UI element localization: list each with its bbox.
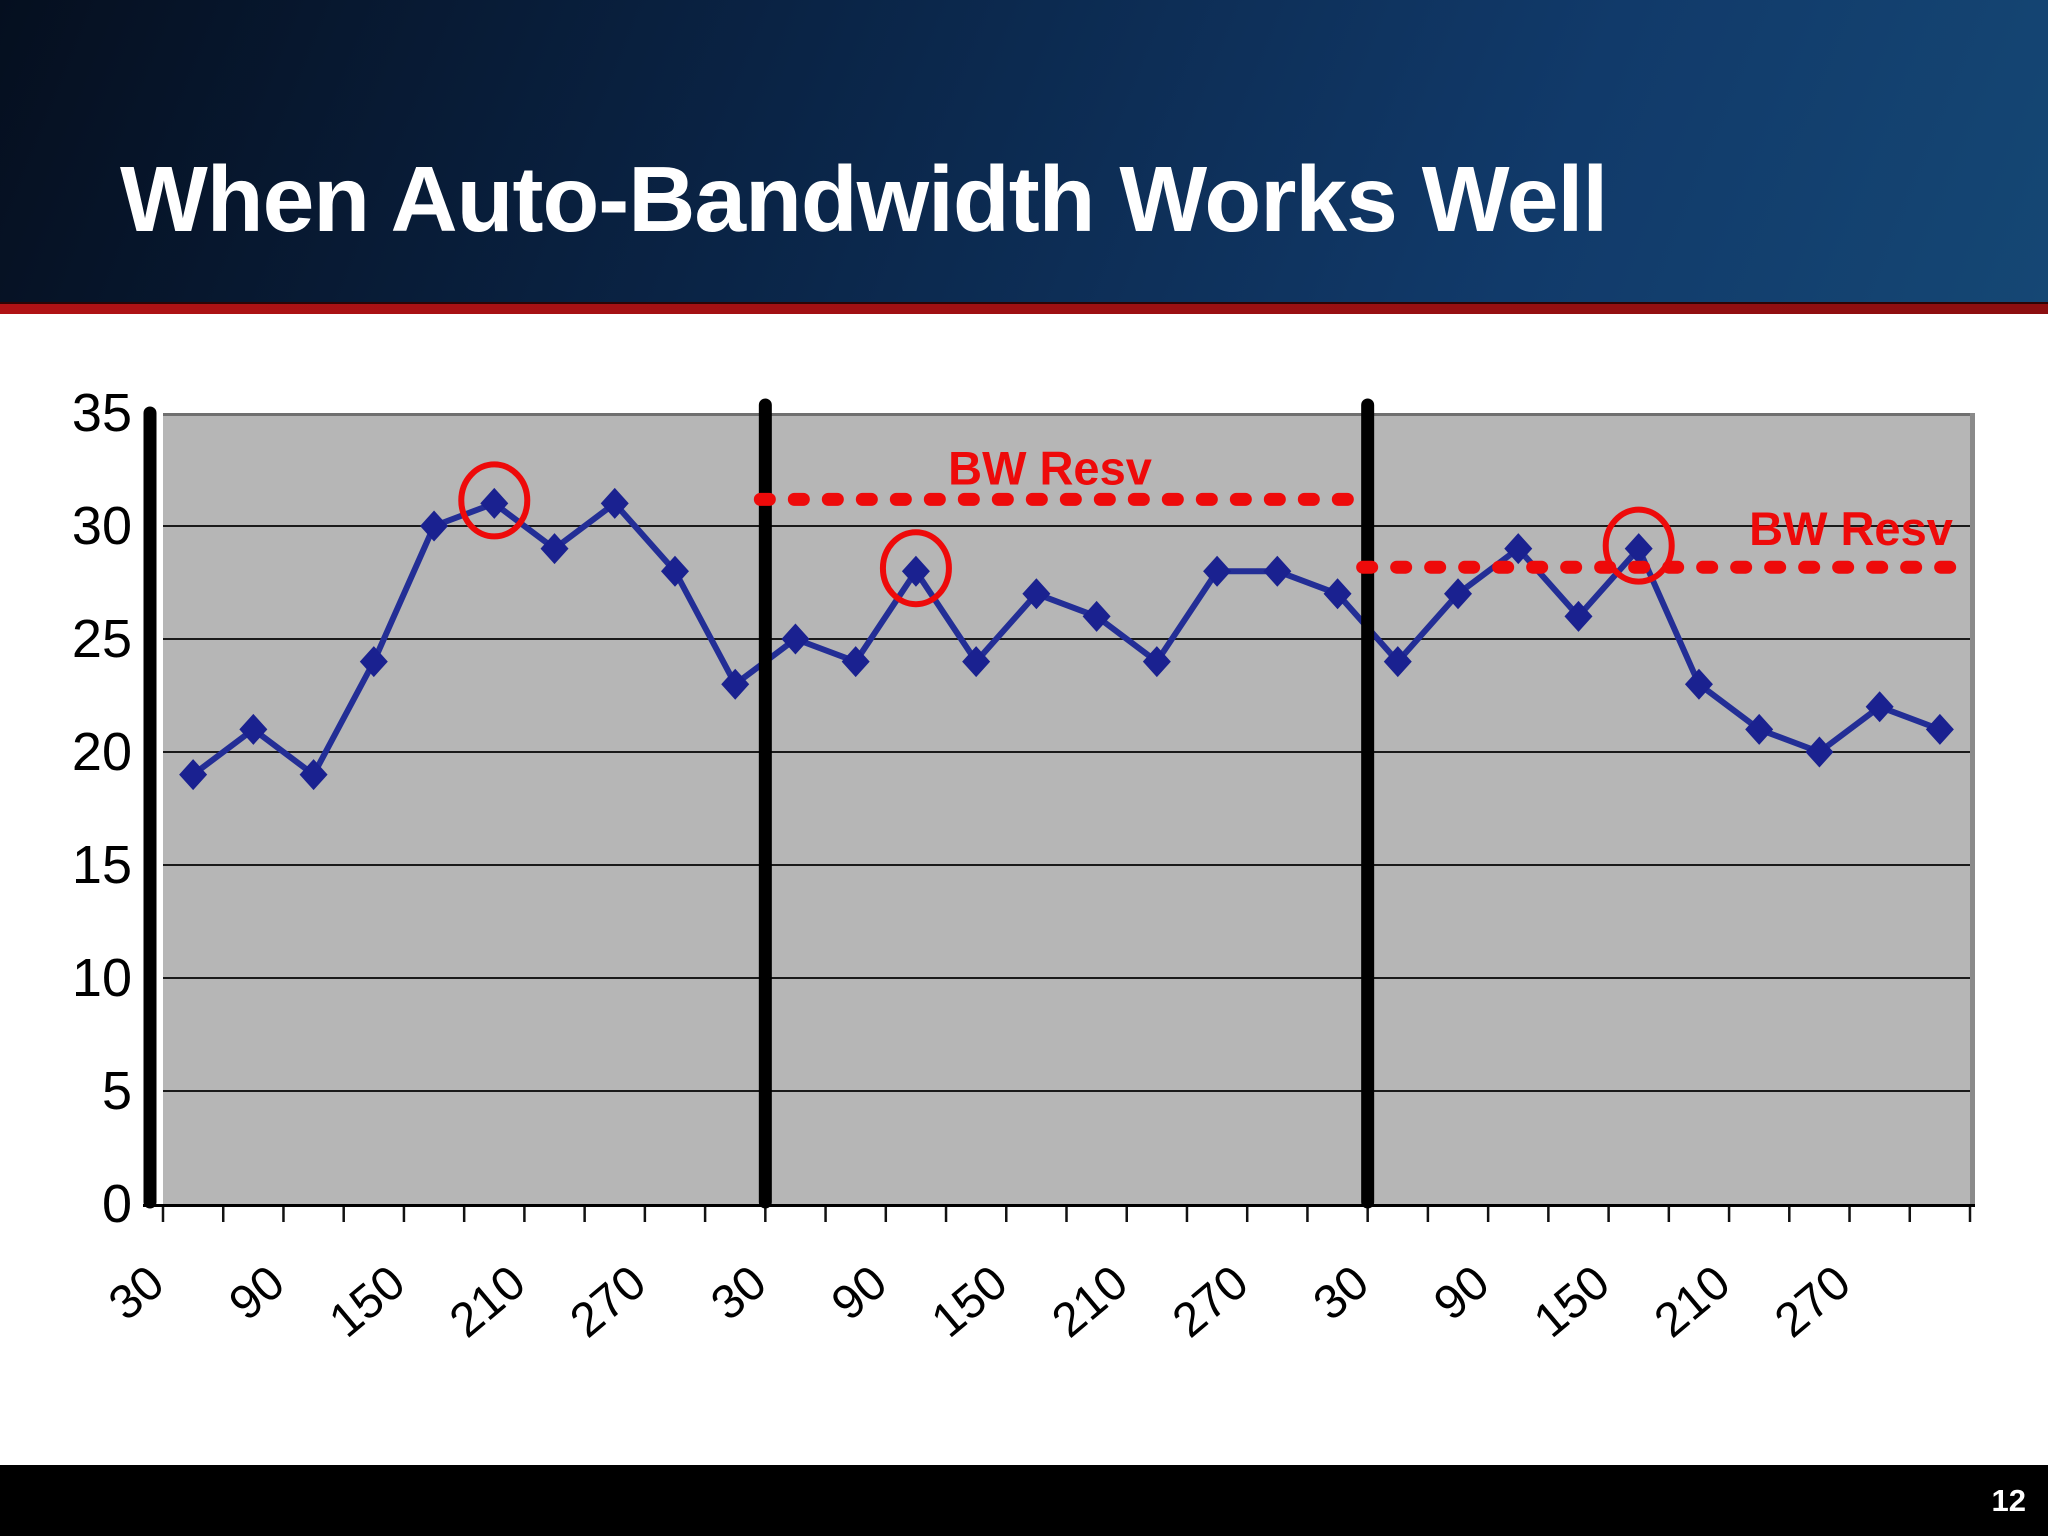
x-axis-tick-label: 90 — [220, 1256, 295, 1331]
x-axis-tick-label: 210 — [1042, 1256, 1137, 1348]
data-point-marker — [1504, 533, 1533, 565]
x-axis-tick-label: 30 — [99, 1256, 174, 1331]
x-axis-tick-label: 270 — [1765, 1256, 1860, 1348]
circled-point-annotation — [458, 461, 531, 540]
data-point-marker — [660, 555, 689, 587]
circled-point-annotation — [879, 529, 952, 608]
y-axis-tick-label: 5 — [102, 1061, 132, 1121]
x-axis-tick-label: 150 — [1524, 1256, 1619, 1348]
data-point-marker — [359, 646, 388, 678]
slide-title: When Auto-Bandwidth Works Well — [120, 147, 1608, 251]
data-point-marker — [1564, 600, 1593, 632]
y-axis-tick-label: 10 — [72, 948, 132, 1008]
x-axis-tick-label: 90 — [822, 1256, 897, 1331]
header-accent-rule — [0, 302, 2048, 314]
data-point-marker — [540, 533, 569, 565]
y-axis-tick-label: 25 — [72, 609, 132, 669]
data-point-marker — [1203, 555, 1232, 587]
bw-resv-label: BW Resv — [1749, 502, 1953, 555]
y-axis-tick-label: 0 — [102, 1174, 132, 1234]
data-point-marker — [962, 646, 991, 678]
page-number: 12 — [1991, 1483, 2026, 1518]
data-point-marker — [1925, 713, 1954, 745]
data-point-marker — [721, 668, 750, 700]
x-axis-tick-label: 150 — [320, 1256, 415, 1348]
data-point-marker — [179, 759, 208, 791]
circled-point-annotation — [1602, 506, 1675, 585]
data-point-marker — [1805, 736, 1834, 768]
y-axis-tick-label: 15 — [72, 835, 132, 895]
data-point-marker — [1263, 555, 1292, 587]
data-point-marker — [1865, 691, 1894, 723]
bw-resv-label: BW Resv — [948, 441, 1152, 494]
x-axis-tick-label: 30 — [702, 1256, 777, 1331]
data-point-marker — [841, 646, 870, 678]
data-point-marker — [1323, 578, 1352, 610]
data-point-marker — [239, 713, 268, 745]
data-point-marker — [1383, 646, 1412, 678]
y-axis-tick-label: 20 — [72, 722, 132, 782]
y-axis-tick-label: 35 — [72, 383, 132, 443]
data-point-marker — [600, 487, 629, 519]
data-point-marker — [420, 510, 449, 542]
x-axis-tick-label: 30 — [1304, 1256, 1379, 1331]
data-point-marker — [1142, 646, 1171, 678]
x-axis-tick-label: 90 — [1424, 1256, 1499, 1331]
x-axis-tick-label: 270 — [561, 1256, 656, 1348]
data-point-marker — [1684, 668, 1713, 700]
data-point-marker — [480, 487, 509, 519]
x-axis-tick-label: 150 — [922, 1256, 1017, 1348]
data-point-marker — [1624, 533, 1653, 565]
y-axis-tick-label: 30 — [72, 496, 132, 556]
x-axis-tick-label: 210 — [440, 1256, 535, 1348]
x-axis-tick-label: 210 — [1645, 1256, 1740, 1348]
data-point-marker — [901, 555, 930, 587]
slide-header: When Auto-Bandwidth Works Well — [0, 0, 2048, 302]
data-point-marker — [1082, 600, 1111, 632]
data-point-marker — [781, 623, 810, 655]
data-point-marker — [299, 759, 328, 791]
x-axis-tick-label: 270 — [1163, 1256, 1258, 1348]
data-point-marker — [1022, 578, 1051, 610]
slide-footer: 12 — [0, 1465, 2048, 1536]
data-point-marker — [1745, 713, 1774, 745]
data-point-marker — [1444, 578, 1473, 610]
